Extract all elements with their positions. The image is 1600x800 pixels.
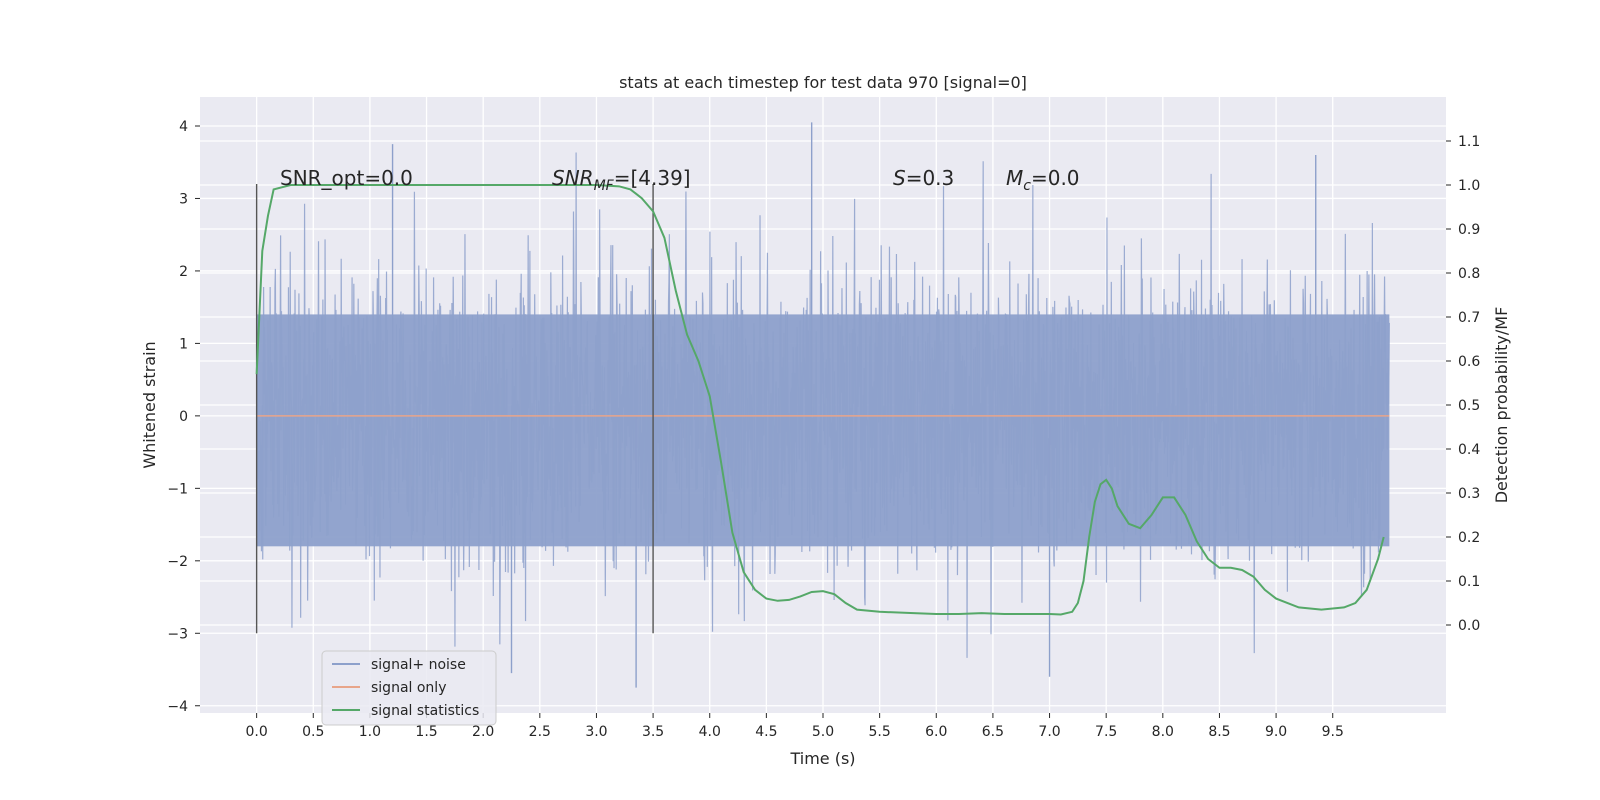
y-right-ticks: 1.1 1.0 0.9 0.8 0.7 0.6 0.5 0.4 0.3 0.2 0.1 0.0 — [1446, 134, 1480, 634]
x-tick-label-13: 6.5 — [982, 724, 1004, 740]
y-left-tick-label-2: 2 — [179, 264, 188, 280]
y-left-tick-label-7: −3 — [167, 626, 188, 642]
legend-box — [321, 650, 497, 726]
annotation-snr-mf-base: SNR — [552, 166, 594, 190]
y-right-tick-label-11: 0.0 — [1458, 618, 1480, 634]
x-tick-label-2: 1.0 — [359, 724, 381, 740]
x-tick-label-10: 5.0 — [812, 724, 834, 740]
annotation-mc: Mc=0.0 — [1006, 166, 1080, 194]
annotation-snr-opt: SNR_opt=0.0 — [280, 166, 413, 190]
x-tick-label-9: 4.5 — [755, 724, 777, 740]
y-left-tick-label-8: −4 — [167, 699, 188, 715]
annotation-mc-value: =0.0 — [1031, 166, 1080, 190]
x-tick-label-16: 8.0 — [1152, 724, 1174, 740]
annotation-snr-mf: SNRMF=[4.39] — [552, 166, 691, 194]
x-axis-title: Time (s) — [789, 749, 855, 768]
annotation-snr-mf-value: =[4.39] — [614, 166, 691, 190]
x-tick-label-15: 7.5 — [1095, 724, 1117, 740]
y-left-ticks: 4 3 2 1 0 −1 −2 −3 −4 — [167, 119, 200, 715]
x-tick-label-1: 0.5 — [302, 724, 324, 740]
legend-label-signal-only: signal only — [371, 680, 446, 696]
y-right-tick-label-1: 1.0 — [1458, 178, 1480, 194]
legend-label-signal-noise: signal+ noise — [371, 657, 466, 673]
annotation-snr-mf-sub: MF — [594, 178, 615, 194]
annotation-s: S=0.3 — [893, 166, 954, 190]
y-left-tick-label-5: −1 — [167, 481, 188, 497]
x-tick-label-19: 9.5 — [1322, 724, 1344, 740]
x-tick-label-18: 9.0 — [1265, 724, 1287, 740]
x-tick-label-12: 6.0 — [925, 724, 947, 740]
y-left-tick-label-1: 3 — [179, 191, 188, 207]
x-tick-label-0: 0.0 — [246, 724, 268, 740]
y-left-axis-title: Whitened strain — [140, 341, 159, 468]
series-signal-statistics — [255, 184, 1385, 616]
x-tick-label-8: 4.0 — [699, 724, 721, 740]
y-right-tick-label-7: 0.4 — [1458, 442, 1480, 458]
y-left-tick-label-6: −2 — [167, 554, 188, 570]
x-tick-label-14: 7.0 — [1038, 724, 1060, 740]
chart-title: stats at each timestep for test data 970… — [619, 73, 1027, 92]
y-right-tick-label-3: 0.8 — [1458, 266, 1480, 282]
x-tick-label-6: 3.0 — [585, 724, 607, 740]
x-tick-label-3: 1.5 — [415, 724, 437, 740]
annotation-mc-sub: c — [1023, 178, 1031, 194]
y-right-tick-label-8: 0.3 — [1458, 486, 1480, 502]
x-ticks: 0.0 0.5 1.0 1.5 2.0 2.5 3.0 3.5 4.0 4.5 5.0 5.5 6.0 6… — [246, 713, 1344, 740]
annotation-s-symbol: S — [893, 166, 906, 190]
y-right-tick-label-10: 0.1 — [1458, 574, 1480, 590]
y-left-tick-label-0: 4 — [179, 119, 188, 135]
vertical-markers — [255, 183, 654, 634]
y-right-axis-title: Detection probability/MF — [1492, 307, 1511, 504]
y-left-tick-label-4: 0 — [179, 409, 188, 425]
legend-label-signal-statistics: signal statistics — [371, 703, 479, 719]
annotation-s-value: =0.3 — [906, 166, 955, 190]
x-tick-label-7: 3.5 — [642, 724, 664, 740]
y-right-tick-label-2: 0.9 — [1458, 222, 1480, 238]
annotation-mc-symbol: M — [1006, 166, 1023, 190]
y-right-tick-label-5: 0.6 — [1458, 354, 1480, 370]
x-tick-label-17: 8.5 — [1208, 724, 1230, 740]
x-tick-label-4: 2.0 — [472, 724, 494, 740]
legend: signal+ noise signal only signal statist… — [321, 650, 497, 726]
series-signal-noise — [256, 122, 1390, 688]
x-tick-label-5: 2.5 — [529, 724, 551, 740]
y-right-tick-label-4: 0.7 — [1458, 310, 1480, 326]
x-tick-label-11: 5.5 — [869, 724, 891, 740]
y-right-tick-label-9: 0.2 — [1458, 530, 1480, 546]
signal-noise-core — [256, 314, 1390, 547]
y-right-tick-label-6: 0.5 — [1458, 398, 1480, 414]
y-right-tick-label-0: 1.1 — [1458, 134, 1480, 150]
signal-statistics-line — [255, 184, 1385, 616]
y-left-tick-label-3: 1 — [179, 336, 188, 352]
